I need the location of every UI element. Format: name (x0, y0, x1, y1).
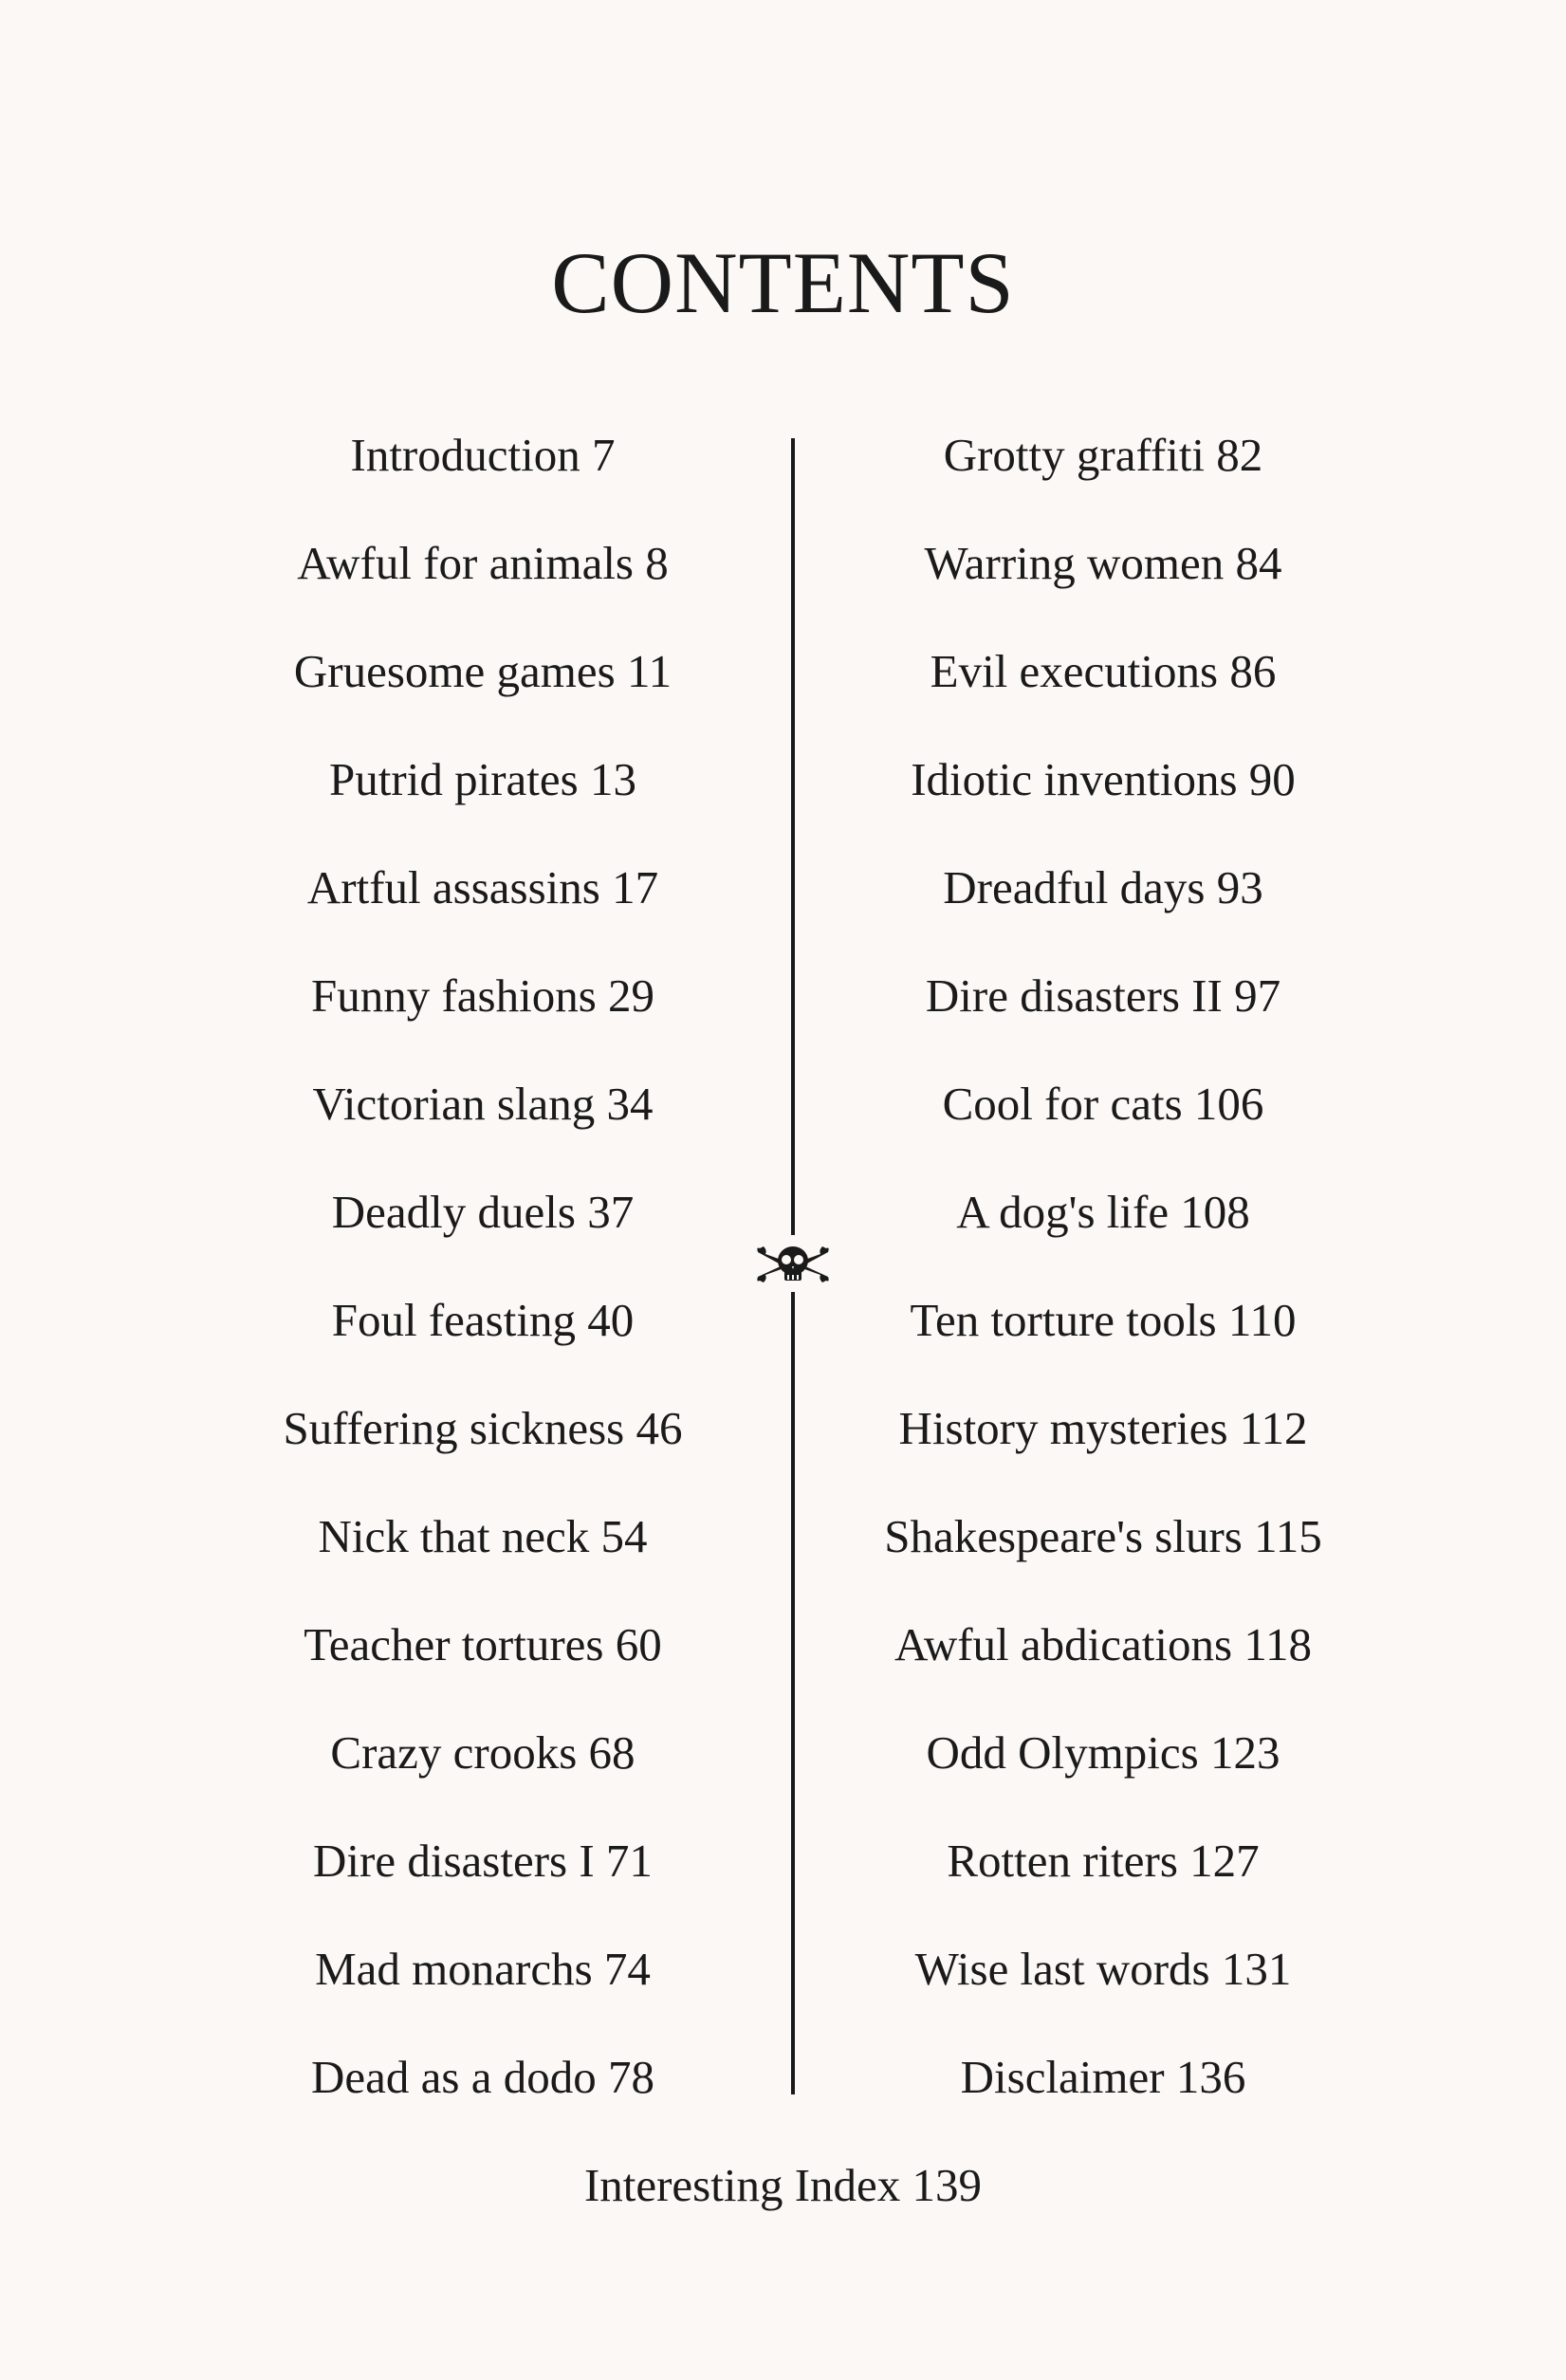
contents-entry[interactable]: Artful assassins 17 (306, 861, 659, 913)
column-divider-top (791, 438, 795, 1235)
contents-entry[interactable]: A dog's life 108 (956, 1186, 1250, 1238)
contents-entry[interactable]: Deadly duels 37 (331, 1186, 635, 1238)
contents-entry[interactable]: Warring women 84 (924, 537, 1282, 589)
contents-entry[interactable]: Foul feasting 40 (331, 1294, 635, 1346)
contents-entry[interactable]: Nick that neck 54 (318, 1510, 648, 1562)
contents-entry[interactable]: Odd Olympics 123 (926, 1726, 1280, 1779)
contents-entry[interactable]: Shakespeare's slurs 115 (884, 1510, 1322, 1562)
contents-entry[interactable]: Awful abdications 118 (894, 1618, 1313, 1670)
contents-entry[interactable]: Gruesome games 11 (293, 645, 672, 697)
contents-entry[interactable]: Suffering sickness 46 (283, 1402, 683, 1454)
page-title: CONTENTS (551, 234, 1015, 331)
contents-entry[interactable]: History mysteries 112 (898, 1402, 1308, 1454)
contents-entry[interactable]: Evil executions 86 (930, 645, 1277, 697)
contents-entry[interactable]: Teacher tortures 60 (304, 1618, 662, 1670)
contents-entry[interactable]: Dreadful days 93 (943, 861, 1263, 913)
contents-entry[interactable]: Funny fashions 29 (310, 969, 655, 1022)
contents-entry[interactable]: Dead as a dodo 78 (311, 2051, 654, 2103)
contents-entry[interactable]: Awful for animals 8 (297, 537, 669, 589)
contents-entry[interactable]: Cool for cats 106 (942, 1078, 1264, 1130)
contents-entry[interactable]: Introduction 7 (350, 429, 616, 481)
contents-entry[interactable]: Wise last words 131 (914, 1943, 1292, 1995)
contents-left-column: Introduction 7 Awful for animals 8 Gruesom… (151, 425, 815, 2155)
contents-entry[interactable]: Mad monarchs 74 (315, 1943, 651, 1995)
skull-crossbones-icon (757, 1246, 829, 1282)
contents-entry[interactable]: Grotty graffiti 82 (943, 429, 1263, 481)
contents-right-column: Grotty graffiti 82 Warring women 84 Evil e… (771, 425, 1435, 2155)
contents-entry[interactable]: Crazy crooks 68 (330, 1726, 636, 1779)
contents-entry[interactable]: Rotten riters 127 (947, 1835, 1260, 1887)
contents-entry[interactable]: Putrid pirates 13 (329, 753, 636, 805)
index-entry[interactable]: Interesting Index 139 (583, 2159, 983, 2211)
contents-entry[interactable]: Ten torture tools 110 (910, 1294, 1297, 1346)
contents-entry[interactable]: Dire disasters II 97 (925, 969, 1281, 1022)
column-divider-bottom (791, 1292, 795, 2094)
contents-entry[interactable]: Dire disasters I 71 (313, 1835, 653, 1887)
contents-entry[interactable]: Idiotic inventions 90 (911, 753, 1296, 805)
contents-entry[interactable]: Victorian slang 34 (312, 1078, 654, 1130)
contents-entry[interactable]: Disclaimer 136 (960, 2051, 1246, 2103)
